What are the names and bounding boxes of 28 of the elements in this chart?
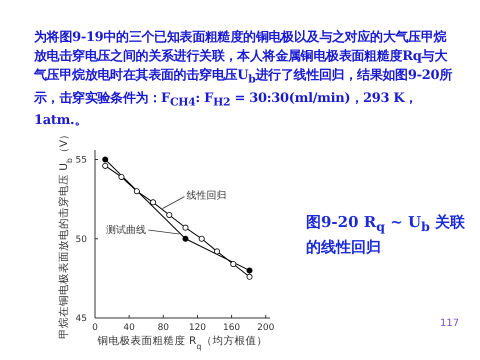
point (246, 274, 253, 280)
point (230, 261, 236, 268)
point (134, 188, 140, 194)
point (166, 212, 172, 218)
chart-title: 为将图9-19中的三个已知表面粗糙度的铜电极以及与之对应的大气压甲烷放电击穿电压之间的关系进行关联，本人将金属铜电极表面粗糙度Rq与大气压甲烷放电时在其表面的击穿电压U$_{b}$进行了线性回归，结果如图9-20所示，击穿实验条件为：F$_{CH4}$: F$_{H2}$ = 30:30(ml/min)，293 K，1atm.。 (34, 30, 452, 128)
y-tick-label: 50 (76, 234, 88, 245)
x-tick-label: 40 (123, 323, 136, 333)
annotation: 测试曲线 (106, 224, 146, 236)
x-tick-label: 200 (257, 323, 275, 333)
point (182, 236, 188, 242)
point (214, 248, 220, 254)
x-tick-label: 120 (188, 323, 206, 333)
text: 图9-20 R$_{q}$ ~ U$_{b}$ 关联的线性回归 (306, 213, 466, 256)
point (102, 162, 108, 169)
point (246, 267, 253, 274)
point (150, 199, 156, 206)
point (118, 174, 124, 180)
point (198, 236, 205, 242)
x-tick-label: 0 (92, 323, 98, 333)
point (182, 224, 188, 231)
x-tick-label: 80 (158, 323, 170, 333)
y-tick-label: 55 (76, 156, 87, 166)
y-tick-label: 45 (76, 314, 87, 324)
annotation: 线性回归 (186, 190, 226, 202)
x-tick-label: 160 (222, 323, 240, 333)
text: 117 (440, 318, 460, 329)
point (102, 156, 108, 163)
x-axis-title: 铜电极表面粗糙度 R$_{q}$（均方根值） (96, 334, 268, 350)
